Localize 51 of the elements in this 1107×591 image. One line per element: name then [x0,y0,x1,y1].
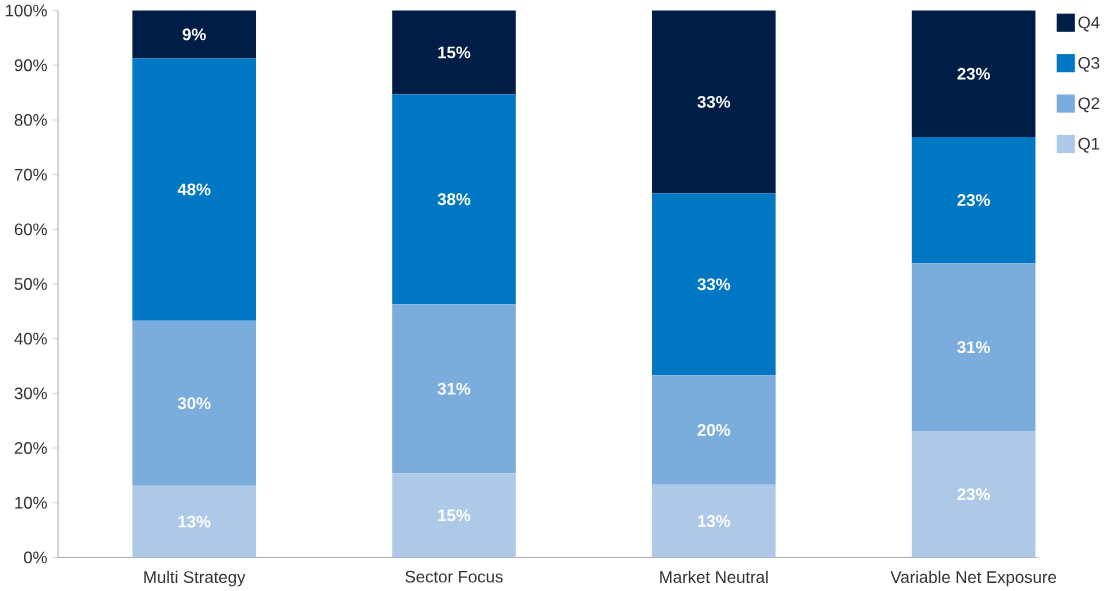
bar [392,473,516,558]
data-label: 31% [437,382,471,395]
bar [392,94,516,305]
bar [392,10,516,95]
legend-label: Q3 [1078,56,1100,72]
data-label: 30% [177,397,211,410]
y-tick-label: 70% [14,168,47,181]
data-label: 38% [437,193,471,206]
bar [652,193,776,376]
y-tick-label: 90% [14,59,47,72]
bar [911,136,1036,264]
data-label: 15% [438,46,471,59]
y-tick-label: 30% [14,387,47,400]
data-label: 20% [697,424,731,436]
data-label: 23% [957,194,990,207]
y-tick-label: 60% [14,223,47,236]
legend-label: Q2 [1078,97,1100,113]
data-label: 48% [177,183,211,196]
y-tick-label: 50% [14,278,47,290]
data-label: 23% [957,488,990,501]
data-label: 13% [698,515,731,528]
y-tick-label: 20% [14,442,47,454]
bar [132,320,256,486]
y-tick-label: 80% [14,114,47,126]
x-tick-label: Sector Focus [405,570,503,583]
y-tick-label: 10% [15,496,47,509]
data-label: 31% [957,341,990,354]
legend-label: Q4 [1078,16,1100,32]
data-label: 13% [178,515,211,528]
y-tick-label: 0% [23,551,47,564]
data-label: 9% [182,28,206,41]
x-tick-label: Multi Strategy [144,570,246,587]
bar [132,58,256,321]
bar [652,10,776,194]
bar [911,10,1036,137]
bar [911,263,1036,432]
y-tick-label: 40% [14,332,47,345]
bar [911,431,1036,558]
data-label: 15% [438,509,471,522]
bar [652,484,776,558]
data-label: 33% [697,278,731,291]
legend-label: Q1 [1078,137,1100,153]
x-tick-label: Variable Net Exposure [890,570,1057,587]
y-tick-label: 100% [5,4,47,17]
bar [132,485,256,558]
bar [652,375,776,485]
x-tick-label: Market Neutral [660,570,768,584]
bar [132,10,256,59]
data-label: 33% [697,95,731,108]
bar [392,304,516,474]
data-label: 23% [957,67,990,80]
